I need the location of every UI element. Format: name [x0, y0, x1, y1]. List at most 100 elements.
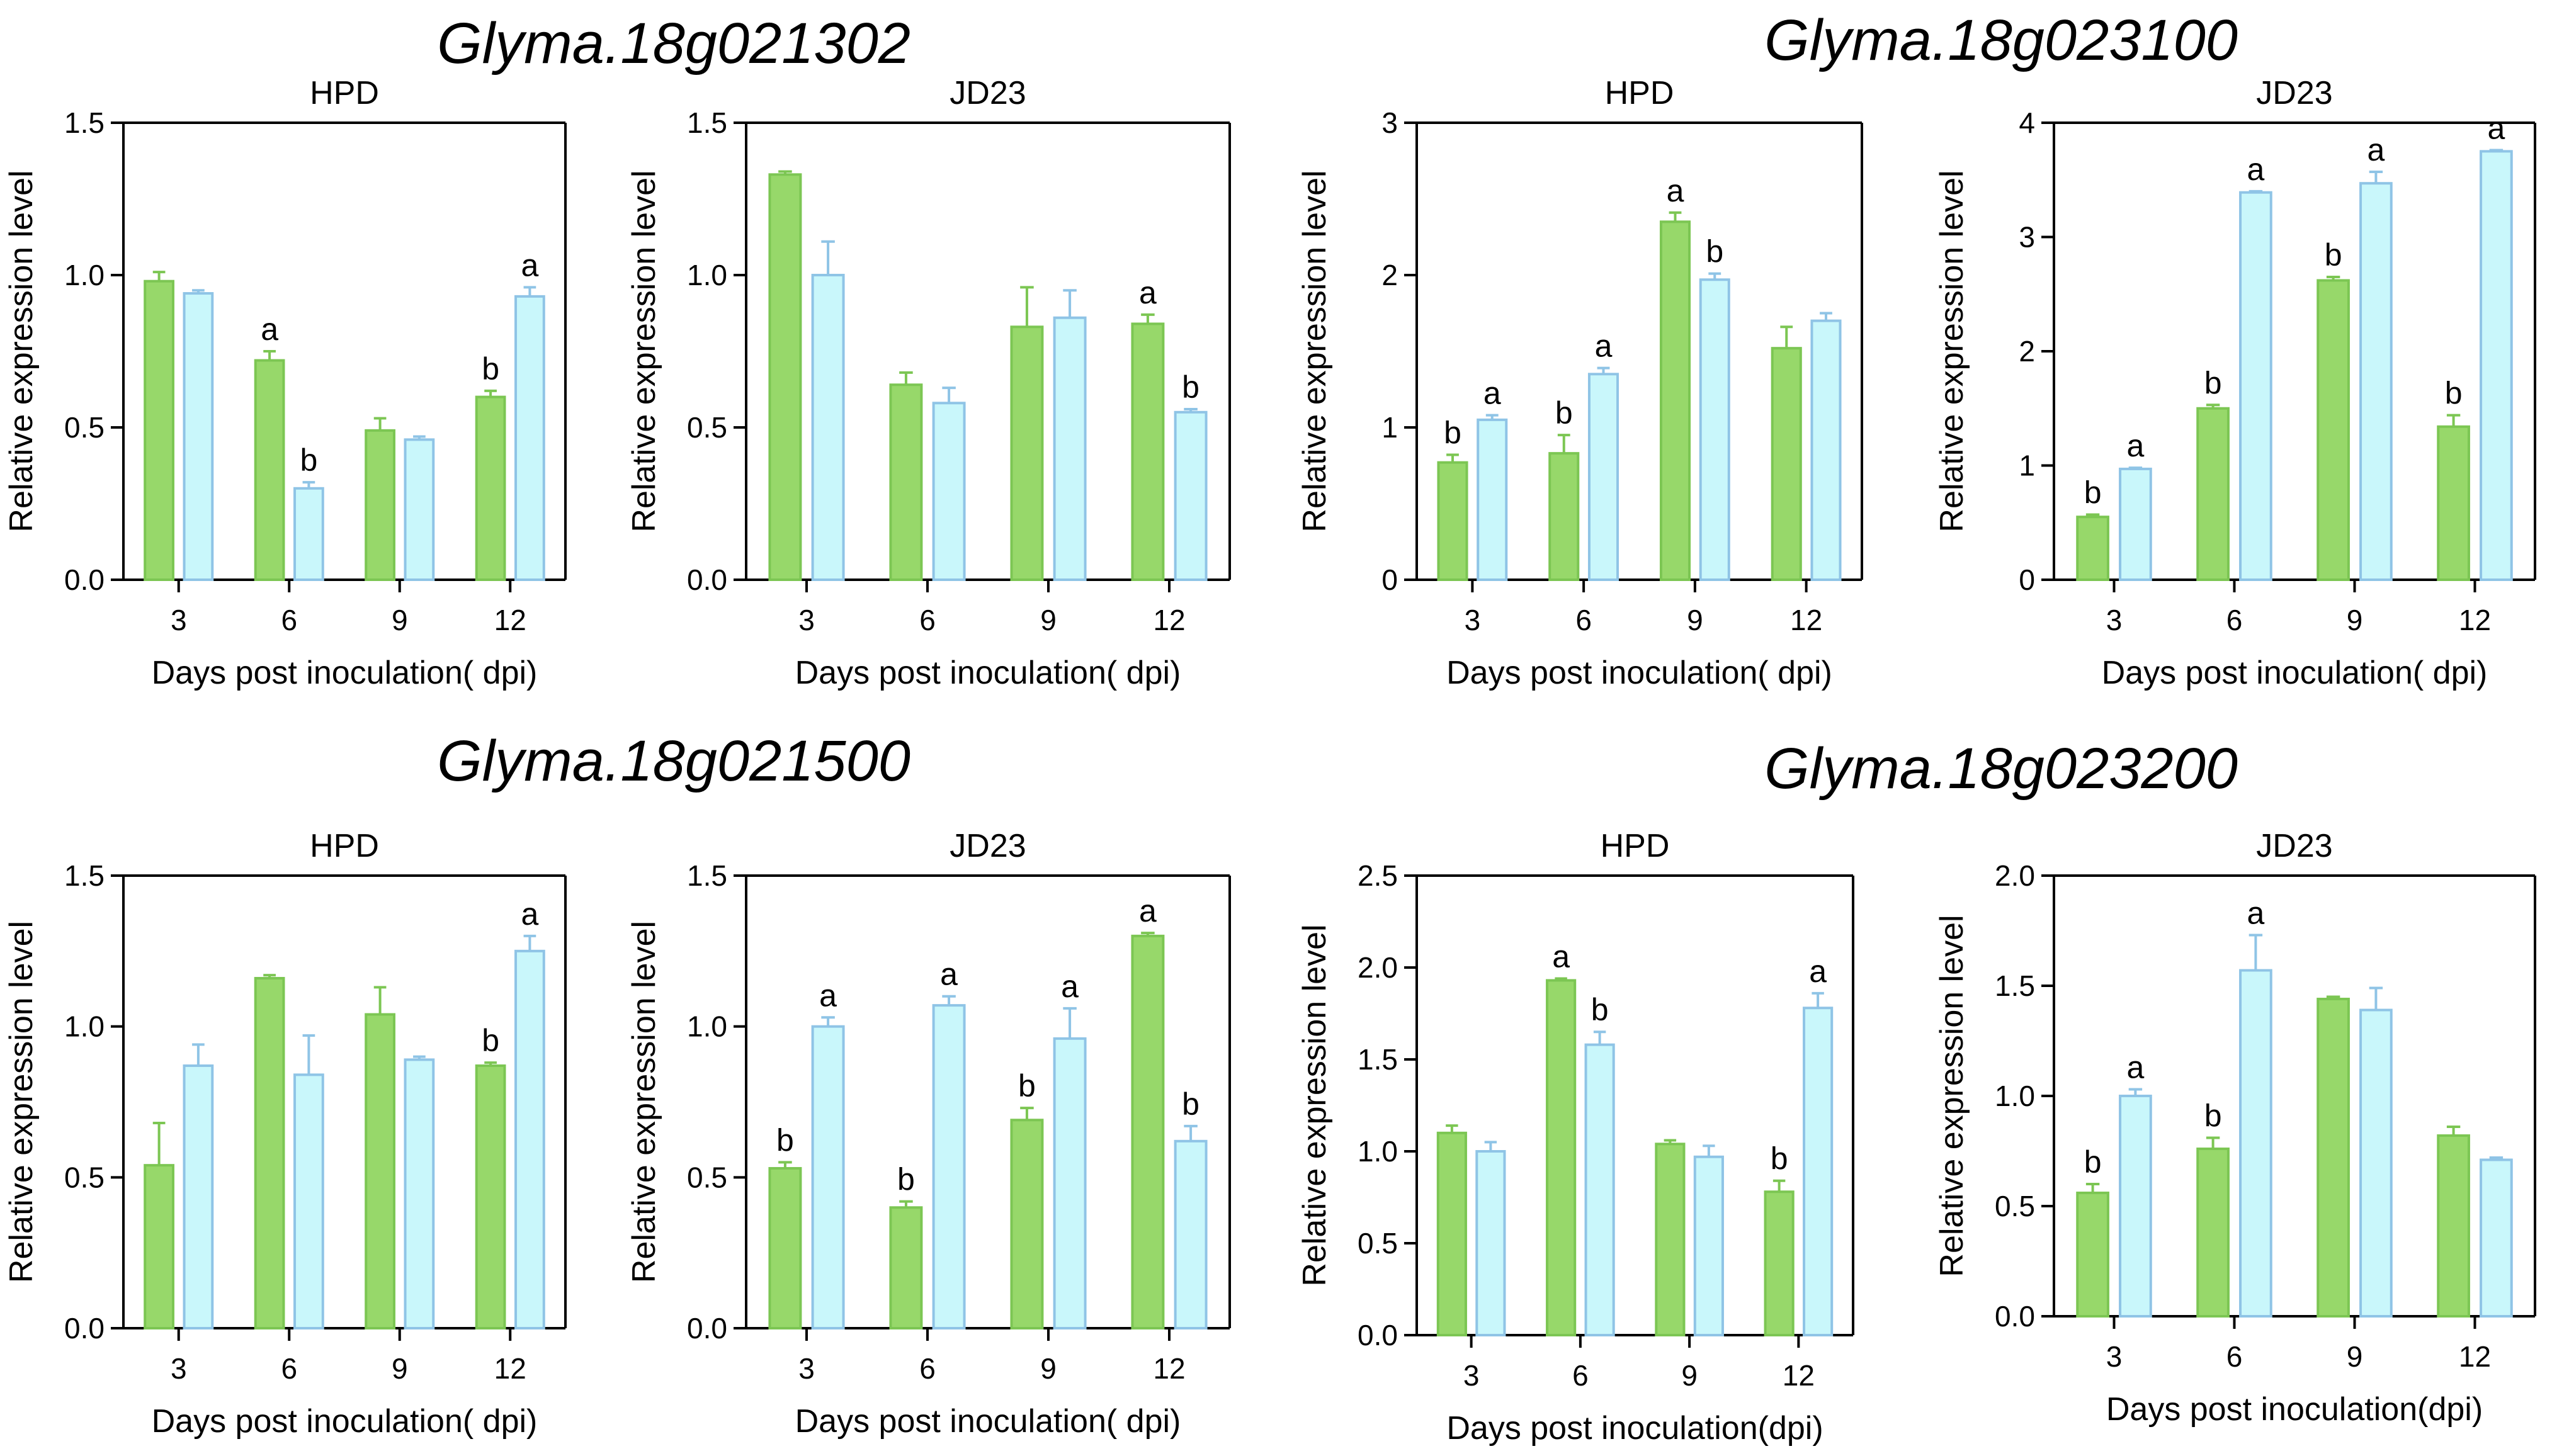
- gene-title: Glyma.18g023200: [1764, 736, 2238, 801]
- significance-label: b: [2325, 237, 2342, 273]
- y-tick-label: 2.0: [1358, 951, 1398, 984]
- significance-label: b: [897, 1162, 915, 1197]
- x-tick-label: 12: [1153, 1352, 1185, 1385]
- y-axis-label: Relative expression level: [3, 170, 40, 532]
- x-tick-label: 3: [171, 1352, 187, 1385]
- x-axis-label: Days post inoculation( dpi): [795, 1403, 1181, 1440]
- y-tick-label: 2.0: [1995, 859, 2035, 892]
- significance-label: b: [1018, 1068, 1036, 1103]
- significance-label: b: [482, 351, 499, 387]
- x-tick-label: 3: [2106, 604, 2123, 636]
- y-tick-label: 1.5: [1995, 969, 2035, 1002]
- x-tick-label: 9: [2347, 1340, 2363, 1373]
- bar-green: [365, 1013, 395, 1329]
- bar-green: [1655, 1143, 1686, 1336]
- y-tick-label: 1.5: [1358, 1043, 1398, 1076]
- significance-label: a: [2247, 152, 2264, 187]
- significance-label: a: [2247, 896, 2264, 931]
- bar-green: [365, 429, 395, 582]
- significance-label: b: [1555, 395, 1573, 431]
- x-tick-label: 3: [1465, 604, 1481, 636]
- x-tick-label: 9: [1687, 604, 1703, 636]
- bar-green: [475, 395, 506, 581]
- x-axis-label: Days post inoculation( dpi): [795, 655, 1181, 691]
- significance-label: b: [300, 443, 317, 478]
- bar-green: [1010, 325, 1044, 582]
- significance-label: a: [1139, 275, 1157, 310]
- significance-label: a: [521, 896, 538, 932]
- bar-blue: [2480, 1158, 2513, 1318]
- significance-label: b: [2204, 1098, 2222, 1134]
- significance-label: b: [1591, 992, 1609, 1027]
- bar-green: [1546, 979, 1577, 1336]
- x-axis-label: Days post inoculation( dpi): [152, 655, 538, 691]
- panel-title: JD23: [2256, 75, 2332, 111]
- panel-title: JD23: [950, 75, 1026, 111]
- x-tick-label: 3: [171, 604, 187, 636]
- y-tick-label: 0.5: [687, 411, 727, 444]
- bar-green: [1131, 934, 1165, 1330]
- bar-green: [1764, 1190, 1795, 1336]
- bar-green: [1437, 461, 1468, 581]
- bar-blue: [1477, 418, 1508, 582]
- y-tick-label: 0.5: [64, 411, 105, 444]
- y-tick-label: 3: [1381, 106, 1398, 139]
- y-tick-label: 0.5: [1358, 1227, 1398, 1260]
- significance-label: a: [1667, 173, 1684, 208]
- significance-label: b: [776, 1122, 794, 1158]
- bar-green: [144, 1164, 174, 1330]
- x-tick-label: 9: [392, 1352, 408, 1385]
- significance-label: a: [1552, 939, 1570, 974]
- y-tick-label: 0.0: [64, 1312, 105, 1345]
- bar-blue: [514, 949, 545, 1330]
- significance-label: b: [1444, 415, 1461, 451]
- bar-green: [2076, 516, 2109, 581]
- y-tick-label: 1.5: [687, 106, 727, 139]
- bar-blue: [1803, 1007, 1834, 1336]
- bar-green: [768, 173, 802, 581]
- x-tick-label: 12: [2459, 604, 2491, 636]
- bar-blue: [2119, 467, 2152, 581]
- y-tick-label: 1: [1381, 411, 1398, 444]
- bar-blue: [404, 1058, 435, 1329]
- bar-blue: [1584, 1043, 1615, 1336]
- bar-green: [889, 383, 923, 581]
- significance-label: b: [2204, 365, 2222, 400]
- significance-label: a: [261, 312, 278, 347]
- panel-title: JD23: [950, 828, 1026, 864]
- x-tick-label: 12: [2459, 1340, 2491, 1373]
- y-tick-label: 0.0: [687, 563, 727, 596]
- y-tick-label: 1.5: [64, 106, 105, 139]
- significance-label: a: [940, 957, 958, 992]
- x-axis-label: Days post inoculation( dpi): [1446, 655, 1832, 691]
- bar-blue: [2239, 191, 2272, 581]
- bar-green: [1436, 1131, 1467, 1337]
- y-tick-label: 0.0: [687, 1312, 727, 1345]
- bar-green: [1131, 322, 1165, 581]
- bar-blue: [2480, 150, 2513, 581]
- y-tick-label: 0: [2019, 563, 2035, 596]
- bar-blue: [2359, 182, 2393, 581]
- bar-blue: [1475, 1150, 1506, 1336]
- y-axis-label: Relative expression level: [1296, 924, 1333, 1286]
- bar-green: [254, 976, 285, 1330]
- y-axis-label: Relative expression level: [3, 921, 40, 1283]
- bar-green: [1010, 1119, 1044, 1329]
- y-tick-label: 0: [1381, 563, 1398, 596]
- bar-green: [2437, 1134, 2470, 1318]
- y-axis-label: Relative expression level: [626, 921, 662, 1283]
- y-tick-label: 1.0: [1995, 1080, 2035, 1112]
- gene-title: Glyma.18g021302: [437, 11, 910, 76]
- significance-label: b: [1771, 1141, 1788, 1177]
- x-tick-label: 9: [2347, 604, 2363, 636]
- y-axis-label: Relative expression level: [626, 170, 662, 532]
- x-tick-label: 6: [2226, 604, 2243, 636]
- significance-label: b: [2084, 1144, 2102, 1180]
- bar-blue: [514, 295, 545, 581]
- bar-blue: [932, 402, 966, 582]
- bar-blue: [1587, 373, 1619, 581]
- y-tick-label: 1.0: [687, 1010, 727, 1043]
- bar-blue: [1699, 278, 1730, 581]
- bar-blue: [1053, 1037, 1087, 1329]
- bar-blue: [1174, 410, 1208, 581]
